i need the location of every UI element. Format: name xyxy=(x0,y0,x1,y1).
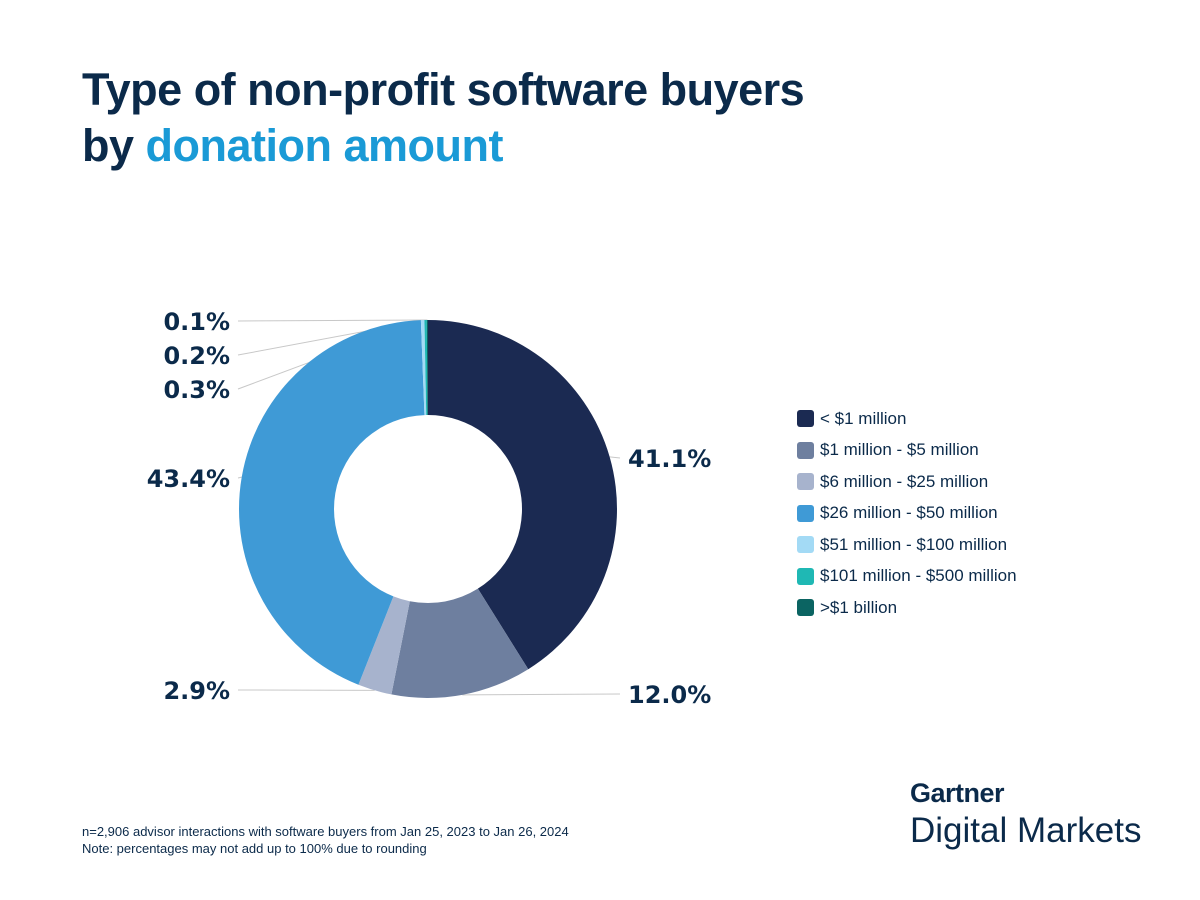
data-label: 12.0% xyxy=(628,681,711,709)
data-label: 2.9% xyxy=(163,677,230,705)
legend-item: < $1 million xyxy=(797,403,1017,435)
leader-line xyxy=(237,476,242,479)
footnote: n=2,906 advisor interactions with softwa… xyxy=(82,823,569,857)
legend-label: $51 million - $100 million xyxy=(820,534,1008,554)
donut-slice xyxy=(428,320,617,670)
donut-slice xyxy=(426,320,428,416)
legend-label: < $1 million xyxy=(820,408,907,428)
leader-line xyxy=(609,456,621,459)
donut-slice xyxy=(238,320,425,685)
donut-slice xyxy=(358,596,410,695)
footnote-sample: n=2,906 advisor interactions with softwa… xyxy=(82,824,569,839)
title-prefix: by xyxy=(82,120,146,171)
legend-item: $26 million - $50 million xyxy=(797,498,1017,530)
donut-slice xyxy=(391,588,529,698)
leader-line xyxy=(462,693,621,696)
legend-swatch xyxy=(797,536,814,554)
data-label: 0.1% xyxy=(163,308,230,336)
gartner-logo: Gartner Digital Markets xyxy=(910,778,1141,851)
donut-slice xyxy=(424,320,428,416)
legend-item: $1 million - $5 million xyxy=(797,435,1017,467)
legend-label: $6 million - $25 million xyxy=(820,471,989,491)
title-line2: by donation amount xyxy=(82,118,804,174)
leader-line xyxy=(237,319,428,322)
data-label: 43.4% xyxy=(147,465,230,493)
legend-swatch xyxy=(797,567,814,585)
legend-label: >$1 billion xyxy=(820,597,898,617)
data-label: 0.2% xyxy=(163,342,230,370)
title-line1: Type of non-profit software buyers xyxy=(82,64,805,115)
logo-brand: Gartner xyxy=(910,778,1005,808)
legend: < $1 million $1 million - $5 million $6 mi… xyxy=(797,403,1017,624)
legend-label: $26 million - $50 million xyxy=(820,503,998,523)
legend-item: $6 million - $25 million xyxy=(797,466,1017,498)
legend-swatch xyxy=(797,599,814,617)
donut-slice xyxy=(420,320,427,416)
chart-title: Type of non-profit software buyers by do… xyxy=(82,62,805,174)
legend-item: $51 million - $100 million xyxy=(797,529,1017,561)
data-label: 41.1% xyxy=(628,445,711,473)
legend-swatch xyxy=(797,410,814,428)
legend-swatch xyxy=(797,504,814,522)
legend-label: $101 million - $500 million xyxy=(820,566,1017,586)
legend-label: $1 million - $5 million xyxy=(820,440,979,460)
legend-swatch xyxy=(797,441,814,459)
legend-swatch xyxy=(797,473,814,491)
legend-item: >$1 billion xyxy=(797,592,1017,624)
logo-product: Digital Markets xyxy=(910,811,1142,850)
title-highlight: donation amount xyxy=(145,120,504,171)
legend-item: $101 million - $500 million xyxy=(797,561,1017,593)
footnote-note: Note: percentages may not add up to 100%… xyxy=(82,841,427,856)
data-label: 0.3% xyxy=(163,376,230,404)
